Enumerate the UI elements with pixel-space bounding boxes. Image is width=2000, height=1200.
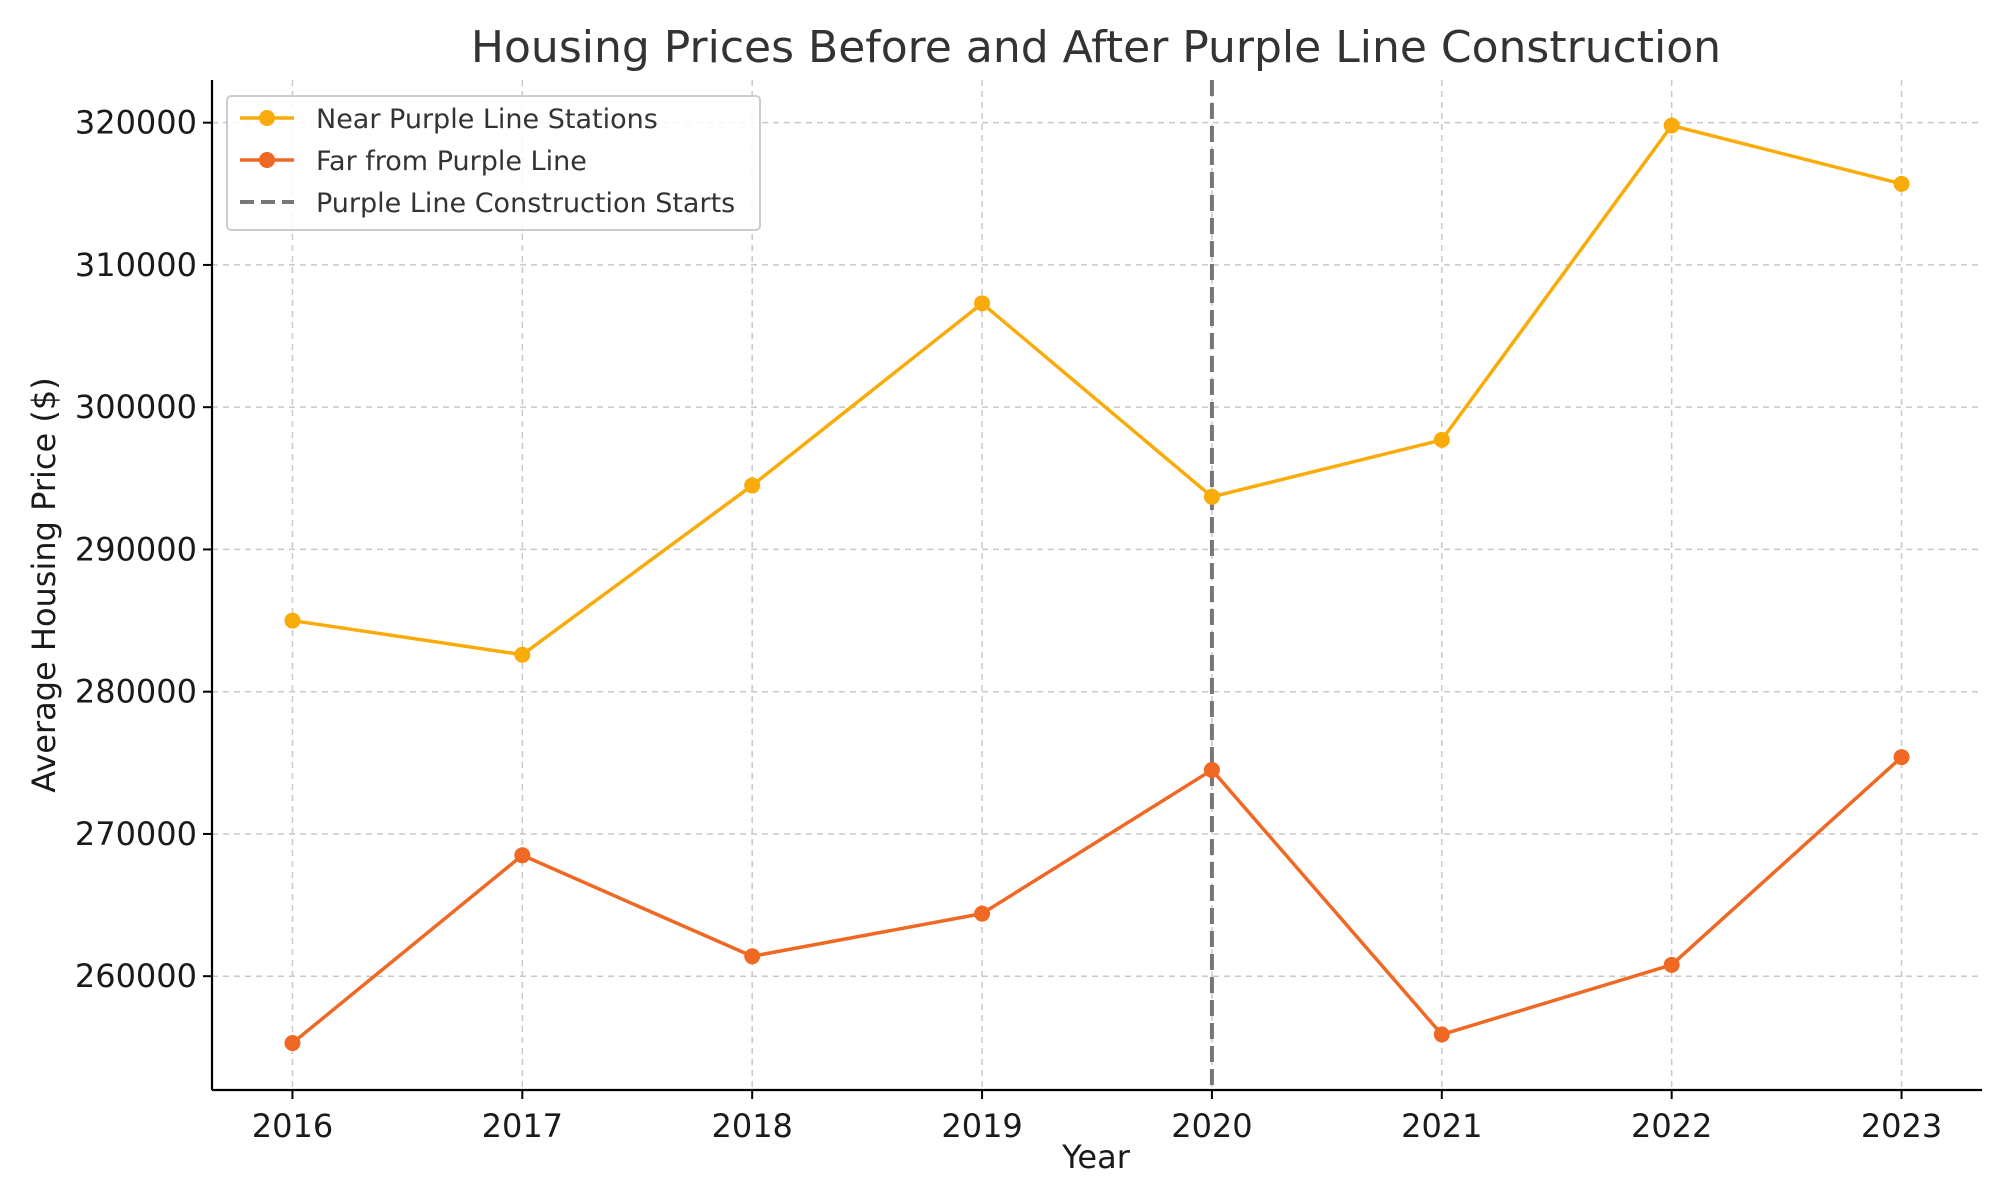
legend: Near Purple Line Stations Far from Purple… <box>226 95 761 231</box>
x-tick-label: 2018 <box>711 1107 792 1145</box>
data-point <box>744 948 761 965</box>
data-point <box>1433 1026 1450 1043</box>
data-point <box>1893 749 1910 766</box>
x-tick-label: 2016 <box>252 1107 333 1145</box>
data-point <box>514 646 531 663</box>
grid-lines <box>212 80 1982 1090</box>
data-point <box>974 905 991 922</box>
series-line-1 <box>292 123 1902 657</box>
series-lines <box>284 117 1910 1052</box>
data-point <box>1663 956 1680 973</box>
data-point <box>1433 431 1450 448</box>
legend-label: Near Purple Line Stations <box>316 104 658 135</box>
x-tick-label: 2021 <box>1401 1107 1482 1145</box>
data-point <box>1203 761 1220 778</box>
y-axis-title: Average Housing Price ($) <box>25 377 63 792</box>
data-point <box>974 295 991 312</box>
data-point <box>1663 117 1680 134</box>
y-tick-label: 320000 <box>75 104 197 142</box>
x-tick-label: 2023 <box>1861 1107 1942 1145</box>
y-tick-label: 310000 <box>75 246 197 284</box>
axes <box>203 80 1982 1099</box>
y-tick-label: 290000 <box>75 530 197 568</box>
legend-label: Far from Purple Line <box>316 146 587 177</box>
data-point <box>284 612 301 629</box>
x-tick-label: 2019 <box>941 1107 1022 1145</box>
chart-title: Housing Prices Before and After Purple L… <box>471 22 1721 73</box>
y-tick-label: 270000 <box>75 815 197 853</box>
x-tick-label: 2017 <box>482 1107 563 1145</box>
y-tick-label: 300000 <box>75 388 197 426</box>
legend-frame <box>226 95 761 231</box>
x-axis-title: Year <box>1061 1138 1131 1176</box>
y-tick-label: 280000 <box>75 673 197 711</box>
data-point <box>744 477 761 494</box>
data-point <box>1893 175 1910 192</box>
legend-label: Purple Line Construction Starts <box>316 188 735 219</box>
tick-labels: 2016 2017 2018 2019 2020 2021 2022 2023 260000 27… <box>75 104 1942 1145</box>
data-point <box>284 1035 301 1052</box>
x-tick-label: 2020 <box>1171 1107 1252 1145</box>
y-tick-label: 260000 <box>75 957 197 995</box>
legend-marker-swatch <box>259 110 275 126</box>
data-point <box>514 847 531 864</box>
series-line-2 <box>291 755 1903 1045</box>
x-tick-label: 2022 <box>1631 1107 1712 1145</box>
legend-marker-swatch <box>259 152 275 168</box>
data-point <box>1203 488 1220 505</box>
